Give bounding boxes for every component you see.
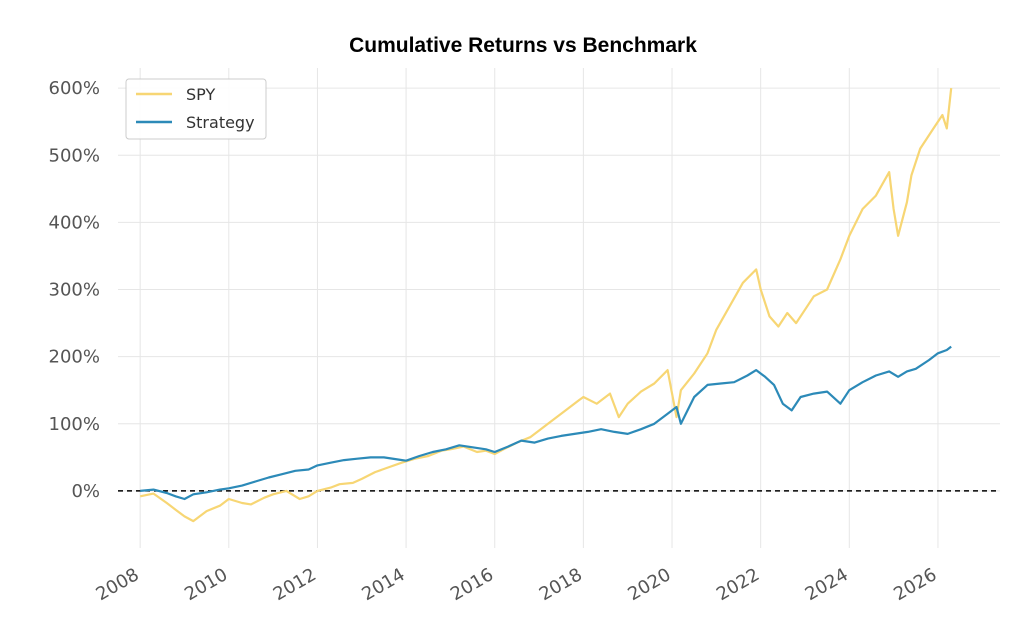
y-tick-label: 400% [49, 212, 100, 233]
x-tick-label: 2026 [890, 564, 940, 605]
x-tick-label: 2018 [536, 564, 586, 605]
x-tick-label: 2022 [713, 564, 763, 605]
y-axis-ticks: 0% 100% 200% 300% 400% 500% 600% [49, 78, 100, 502]
x-tick-label: 2016 [447, 564, 497, 605]
y-tick-label: 0% [71, 481, 100, 502]
legend-label-spy: SPY [186, 85, 215, 104]
legend-label-strategy: Strategy [186, 113, 255, 132]
x-tick-label: 2020 [624, 564, 674, 605]
x-tick-label: 2024 [802, 564, 852, 605]
x-tick-label: 2012 [270, 564, 320, 605]
y-tick-label: 200% [49, 347, 100, 368]
chart-title: Cumulative Returns vs Benchmark [349, 34, 697, 57]
x-axis-ticks: 2008 2010 2012 2014 2016 2018 2020 2022 2024 2026 [92, 564, 940, 605]
x-tick-label: 2008 [92, 564, 142, 605]
x-tick-label: 2010 [181, 564, 231, 605]
y-tick-label: 600% [49, 78, 100, 99]
series-lines [139, 87, 953, 523]
y-tick-label: 500% [49, 145, 100, 166]
series-line-spy [139, 87, 953, 523]
legend: SPY Strategy [125, 78, 267, 140]
series-line-strategy [140, 345, 952, 501]
grid [118, 68, 1000, 548]
y-tick-label: 100% [49, 414, 100, 435]
x-tick-label: 2014 [358, 564, 408, 605]
y-tick-label: 300% [49, 280, 100, 301]
